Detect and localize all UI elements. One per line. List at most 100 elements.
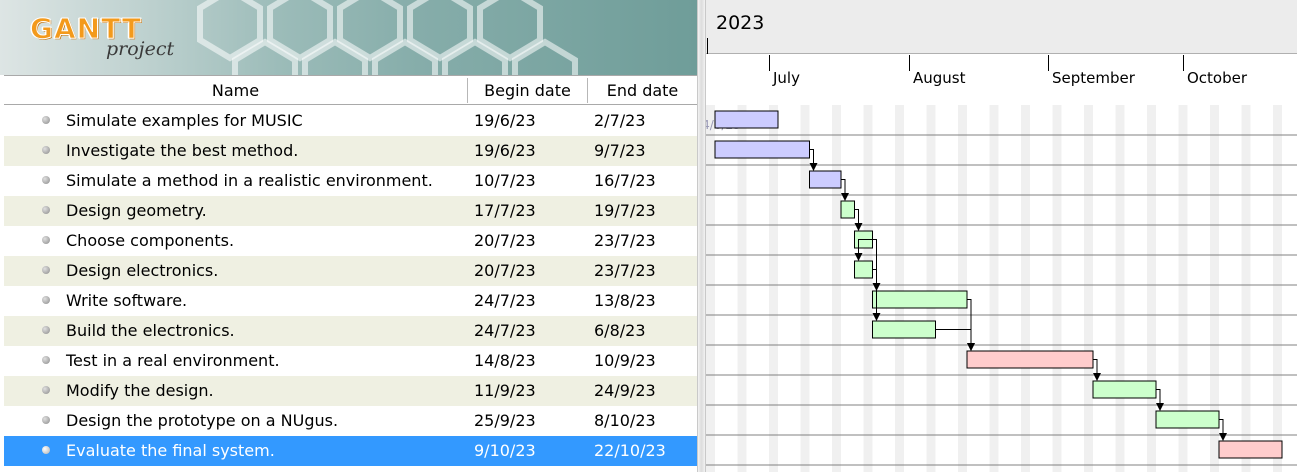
gantt-bars-canvas[interactable]: 14/6/23: [706, 105, 1297, 472]
dependency-arrow: [1219, 419, 1224, 436]
task-bar: [840, 200, 855, 219]
weekend-band: [958, 105, 967, 472]
dependency-arrowhead: [809, 163, 818, 171]
dependency-arrowhead: [854, 223, 863, 231]
task-bar: [854, 260, 873, 279]
weekend-band: [1241, 105, 1251, 472]
dependency-arrow: [935, 329, 972, 346]
weekend-band: [1147, 105, 1156, 472]
task-bullet-icon: [42, 176, 50, 184]
task-bullet-icon: [42, 266, 50, 274]
task-row[interactable]: Evaluate the final system. 9/10/23 22/10/2…: [4, 436, 697, 466]
weekend-band: [1115, 105, 1125, 472]
task-begin-date: 14/8/23: [474, 351, 536, 370]
task-row[interactable]: Build the electronics. 24/7/23 6/8/23: [4, 316, 697, 346]
dependency-arrowhead: [1219, 433, 1227, 441]
task-name: Choose components.: [66, 231, 235, 250]
task-row[interactable]: Simulate a method in a realistic environ…: [4, 166, 697, 196]
task-end-date: 22/10/23: [594, 441, 666, 460]
task-bar: [872, 290, 968, 309]
task-end-date: 19/7/23: [594, 201, 656, 220]
logo-main-text: GANTT: [30, 12, 142, 46]
task-bullet-icon: [42, 296, 50, 304]
weekend-band: [1178, 105, 1188, 472]
task-bar: [1218, 440, 1283, 459]
task-end-date: 23/7/23: [594, 261, 656, 280]
task-name: Evaluate the final system.: [66, 441, 275, 460]
task-bar: [714, 140, 810, 159]
column-header-name[interactable]: Name: [211, 81, 260, 100]
weekend-band: [895, 105, 904, 472]
task-name: Simulate examples for MUSIC: [66, 111, 303, 130]
task-bullet-icon: [42, 416, 50, 424]
logo-sub-text: project: [106, 38, 175, 60]
month-label: August: [913, 69, 966, 87]
year-label: 2023: [716, 12, 765, 34]
task-row[interactable]: Design geometry. 17/7/23 19/7/23: [4, 196, 697, 226]
task-begin-date: 10/7/23: [474, 171, 536, 190]
task-row[interactable]: Simulate examples for MUSIC 19/6/23 2/7/23: [4, 106, 697, 136]
task-bullet-icon: [42, 206, 50, 214]
dependency-arrowhead: [854, 253, 863, 261]
weekend-band: [863, 105, 873, 472]
column-header-begin-date[interactable]: Begin date: [484, 81, 571, 100]
month-tick: [769, 55, 770, 71]
column-header-end-date[interactable]: End date: [606, 81, 679, 100]
task-end-date: 6/8/23: [594, 321, 646, 340]
dependency-arrow: [1093, 359, 1098, 376]
task-bar: [809, 170, 842, 189]
dependency-arrow: [1156, 389, 1161, 406]
task-row[interactable]: Investigate the best method. 19/6/23 9/7/2…: [4, 136, 697, 166]
dependency-arrowhead: [1156, 403, 1164, 411]
dependency-arrow: [854, 209, 859, 226]
task-row[interactable]: Design electronics. 20/7/23 23/7/23: [4, 256, 697, 286]
task-end-date: 24/9/23: [594, 381, 656, 400]
month-tick: [909, 55, 910, 71]
timeline-year-strip: 2023: [706, 0, 1297, 54]
dependency-arrowhead: [872, 313, 881, 321]
column-divider[interactable]: [587, 78, 588, 103]
weekend-band: [737, 105, 747, 472]
weekend-band: [706, 105, 715, 472]
logo-banner: GANTT project: [0, 0, 697, 75]
hexagon-pattern: [197, 0, 578, 75]
gantt-grid[interactable]: 14/6/23: [706, 105, 1297, 472]
task-row[interactable]: Modify the design. 11/9/23 24/9/23: [4, 376, 697, 406]
task-bullet-icon: [42, 446, 50, 454]
task-row[interactable]: Choose components. 20/7/23 23/7/23: [4, 226, 697, 256]
task-end-date: 2/7/23: [594, 111, 646, 130]
task-name: Modify the design.: [66, 381, 214, 400]
ganttproject-logo: GANTT project: [22, 10, 178, 64]
column-divider[interactable]: [467, 78, 468, 103]
task-end-date: 13/8/23: [594, 291, 656, 310]
dependency-arrow: [858, 239, 873, 256]
task-name: Simulate a method in a realistic environ…: [66, 171, 433, 190]
task-name: Design geometry.: [66, 201, 207, 220]
task-begin-date: 19/6/23: [474, 111, 536, 130]
month-label: September: [1052, 69, 1135, 87]
weekend-band: [926, 105, 936, 472]
task-bar: [1155, 410, 1220, 429]
split-pane-divider[interactable]: [697, 0, 706, 472]
task-name: Test in a real environment.: [66, 351, 280, 370]
task-row[interactable]: Write software. 24/7/23 13/8/23: [4, 286, 697, 316]
table-header: Name Begin date End date: [4, 75, 697, 105]
task-begin-date: 19/6/23: [474, 141, 536, 160]
task-end-date: 16/7/23: [594, 171, 656, 190]
task-bullet-icon: [42, 326, 50, 334]
year-tick: [707, 38, 708, 54]
weekend-band: [1052, 105, 1062, 472]
task-row[interactable]: Test in a real environment. 14/8/23 10/9/2…: [4, 346, 697, 376]
dependency-arrow: [809, 149, 814, 166]
weekend-band: [1021, 105, 1030, 472]
task-name: Design electronics.: [66, 261, 219, 280]
task-end-date: 9/7/23: [594, 141, 646, 160]
task-name: Design the prototype on a NUgus.: [66, 411, 339, 430]
task-bullet-icon: [42, 116, 50, 124]
dependency-arrowhead: [841, 193, 849, 201]
task-begin-date: 17/7/23: [474, 201, 536, 220]
task-row[interactable]: Design the prototype on a NUgus. 25/9/23 8…: [4, 406, 697, 436]
weekend-band: [1273, 105, 1282, 472]
weekend-band: [1084, 105, 1093, 472]
dependency-arrow: [872, 239, 877, 286]
